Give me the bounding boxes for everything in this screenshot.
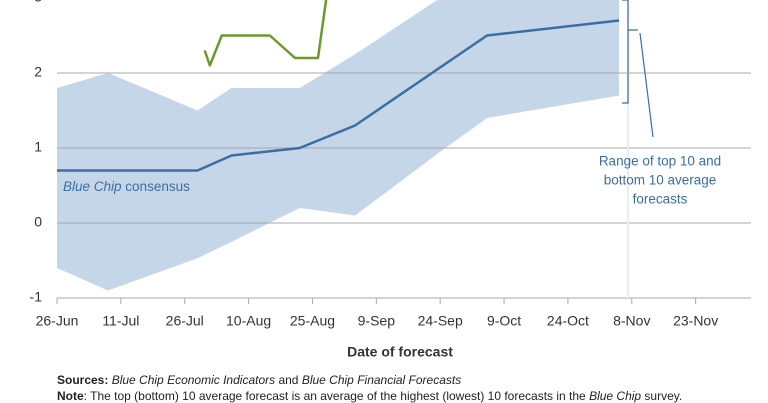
x-tick-label: 8-Nov — [613, 313, 650, 329]
note: Note: The top (bottom) 10 average foreca… — [57, 389, 682, 403]
annotation-arrow — [639, 32, 654, 138]
x-tick-label: 9-Oct — [487, 313, 521, 329]
y-tick-label: 0 — [34, 214, 42, 230]
source-name: Blue Chip Economic Indicators — [112, 373, 275, 387]
note-text: survey. — [641, 389, 682, 403]
series-line — [57, 19, 620, 172]
range-label: forecasts — [633, 192, 688, 207]
range-bracket — [622, 0, 638, 104]
consensus-label: Blue Chip consensus — [63, 179, 190, 194]
y-tick-label: 3 — [34, 0, 42, 5]
x-tick-label: 23-Nov — [673, 313, 718, 329]
note-label: Note — [57, 389, 84, 403]
sources-label: Sources: — [57, 373, 108, 387]
x-tick-label: 24-Oct — [547, 313, 589, 329]
x-tick-label: 26-Jul — [166, 313, 204, 329]
sources-text: and — [275, 373, 302, 387]
x-tick-label: 11-Jul — [102, 313, 139, 329]
consensus-label-italic: Blue Chip — [63, 179, 122, 194]
range-label: bottom 10 average — [604, 173, 717, 188]
range-label: Range of top 10 and — [599, 154, 721, 169]
series-line — [203, 0, 328, 67]
x-tick-label: 25-Aug — [290, 313, 335, 329]
sources: Sources: Blue Chip Economic Indicators a… — [57, 373, 461, 387]
forecast-range — [57, 0, 620, 291]
note-text: : The top (bottom) 10 average forecast i… — [84, 389, 589, 403]
source-name: Blue Chip Financial Forecasts — [302, 373, 461, 387]
consensus-label-text: consensus — [122, 179, 191, 194]
plot: -1 0 1 2 3 26-Jun 11-Jul 26-Jul 10-Aug 25-Aug 9-Se… — [30, 0, 751, 329]
x-tick-label: 9-Sep — [358, 313, 396, 329]
note-italic: Blue Chip — [589, 389, 641, 403]
y-tick-label: 2 — [34, 64, 42, 80]
y-tick-label: 1 — [34, 139, 42, 155]
x-axis-title: Date of forecast — [347, 344, 453, 360]
x-tick-label: 10-Aug — [226, 313, 271, 329]
y-tick-label: -1 — [30, 289, 43, 305]
x-tick-label: 26-Jun — [36, 313, 79, 329]
x-tick-label: 24-Sep — [418, 313, 463, 329]
